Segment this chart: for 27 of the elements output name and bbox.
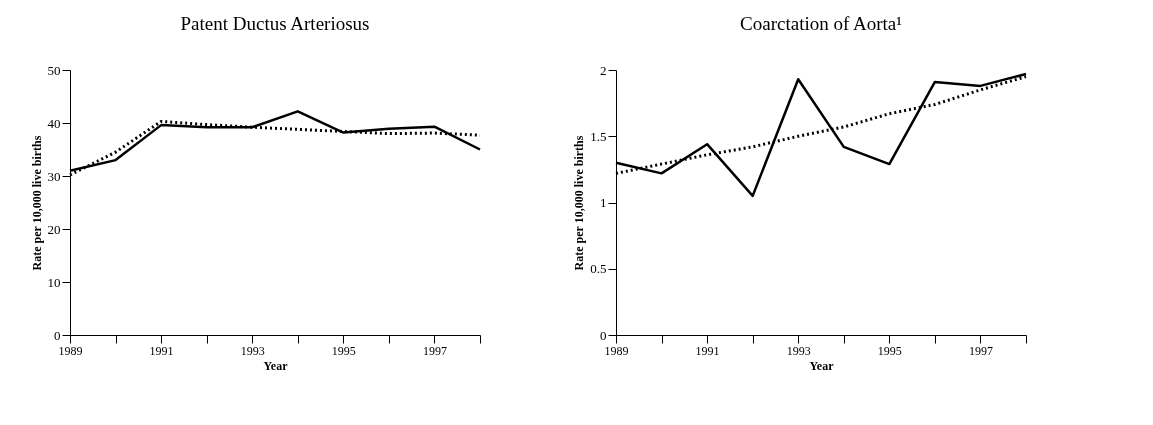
- y-tick-label: 1: [600, 195, 607, 210]
- y-tick-label: 30: [47, 168, 61, 184]
- x-axis-title: Year: [263, 358, 289, 373]
- x-tick-label: 1995: [877, 343, 902, 358]
- x-tick-label: 1997: [968, 343, 993, 358]
- y-tick-label: 0.5: [590, 261, 607, 277]
- y-tick-label: 1.5: [590, 128, 607, 144]
- x-tick-label: 1995: [331, 343, 356, 358]
- y-tick-label: 0: [600, 327, 607, 343]
- x-tick-label: 1991: [149, 343, 174, 358]
- x-tick-label: 1989: [58, 343, 83, 358]
- y-axis-title: Rate per 10,000 live births: [572, 135, 587, 271]
- y-tick-label: 10: [47, 274, 61, 290]
- chart-title: Patent Ductus Arteriosus: [180, 13, 370, 34]
- x-tick-label: 1997: [422, 343, 447, 358]
- x-tick-label: 1993: [240, 343, 265, 358]
- x-axis-title: Year: [809, 358, 835, 373]
- y-tick-label: 2: [600, 62, 607, 78]
- y-tick-label: 50: [47, 62, 61, 78]
- x-tick-label: 1991: [695, 343, 720, 358]
- y-axis-title: Rate per 10,000 live births: [29, 135, 44, 271]
- chart-title: Coarctation of Aorta¹: [740, 13, 903, 34]
- x-tick-label: 1989: [604, 343, 629, 358]
- x-tick-label: 1993: [786, 343, 811, 358]
- y-tick-label: 20: [47, 221, 61, 237]
- y-tick-label: 0: [54, 327, 61, 343]
- y-tick-label: 40: [47, 115, 61, 131]
